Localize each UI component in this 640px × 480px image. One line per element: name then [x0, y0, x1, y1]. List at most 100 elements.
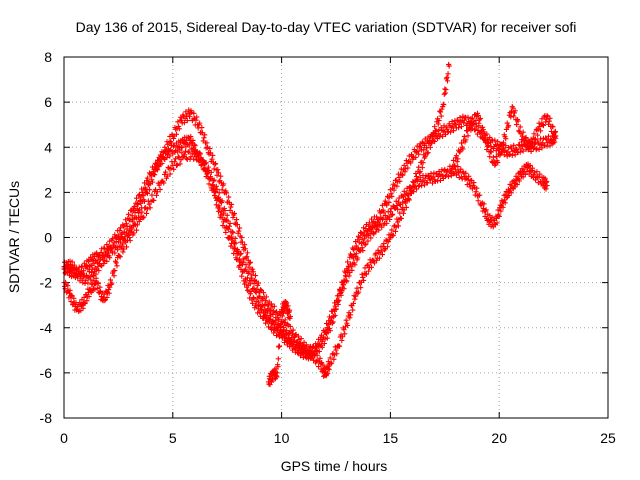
data-point-fill	[85, 280, 91, 286]
data-point-fill	[519, 133, 526, 139]
data-point-fill	[238, 250, 244, 257]
data-point-fill	[463, 170, 469, 176]
data-point-fill	[361, 229, 367, 235]
data-point-fill	[355, 255, 361, 261]
data-point-fill	[366, 268, 372, 274]
data-point-fill	[397, 178, 403, 184]
data-point-fill	[516, 142, 522, 148]
data-point-fill	[306, 354, 312, 360]
data-point-fill	[516, 142, 523, 148]
data-point-fill	[67, 287, 73, 293]
data-point-fill	[160, 154, 166, 160]
data-point-fill	[65, 283, 71, 289]
data-point-fill	[493, 215, 500, 222]
data-point-fill	[503, 136, 509, 142]
data-point-fill	[69, 259, 75, 265]
data-point-fill	[252, 272, 259, 279]
data-point-fill	[271, 330, 277, 336]
data-point-fill	[361, 236, 367, 242]
data-points	[61, 61, 559, 388]
data-point-fill	[286, 332, 292, 338]
data-point-fill	[471, 121, 477, 127]
data-point-fill	[386, 199, 392, 206]
data-point-fill	[265, 307, 271, 313]
data-point-fill	[80, 305, 86, 311]
data-point-fill	[190, 137, 196, 144]
x-tick-label: 0	[60, 430, 68, 446]
data-point-fill	[128, 229, 134, 235]
data-point-fill	[525, 138, 531, 144]
data-point-fill	[454, 159, 460, 165]
data-point-fill	[550, 124, 556, 130]
data-point-fill	[466, 181, 473, 187]
data-point-fill	[172, 156, 179, 162]
data-point-fill	[302, 346, 309, 352]
data-point-fill	[458, 124, 465, 130]
data-point-fill	[212, 189, 219, 195]
data-point-fill	[281, 319, 288, 326]
data-point-fill	[376, 255, 383, 261]
data-point-fill	[201, 135, 207, 141]
data-point	[553, 135, 559, 141]
x-tick-label: 25	[600, 430, 616, 446]
data-point-fill	[465, 133, 471, 139]
data-point-fill	[418, 183, 425, 189]
data-point-fill	[177, 161, 183, 167]
data-point-fill	[417, 174, 423, 180]
data-point-fill	[339, 337, 345, 344]
data-point	[287, 313, 293, 320]
data-point-fill	[268, 313, 274, 319]
data-point	[274, 370, 280, 376]
data-point	[239, 239, 246, 245]
y-tick-label: -8	[40, 410, 53, 426]
data-point-fill	[140, 215, 146, 221]
data-point-fill	[206, 181, 212, 187]
data-point-fill	[284, 321, 291, 327]
data-point-fill	[289, 341, 296, 347]
data-point-fill	[508, 109, 515, 115]
data-point-fill	[514, 121, 520, 128]
data-point-fill	[247, 291, 254, 297]
data-point-fill	[473, 117, 479, 124]
data-point-fill	[236, 262, 243, 269]
data-point-fill	[536, 146, 542, 153]
data-point-fill	[268, 301, 275, 307]
data-point-fill	[416, 151, 422, 157]
data-point-fill	[429, 180, 436, 186]
data-point-fill	[442, 166, 448, 173]
data-point-fill	[386, 214, 392, 220]
data-point-fill	[275, 364, 281, 370]
data-point-fill	[395, 219, 401, 225]
data-point	[226, 223, 232, 229]
data-point-fill	[552, 129, 558, 135]
data-point-fill	[262, 303, 268, 309]
data-point-fill	[384, 202, 390, 208]
data-point-fill	[83, 263, 89, 269]
y-tick-label: -6	[40, 365, 53, 381]
data-point-fill	[350, 300, 357, 307]
data-point-fill	[213, 183, 219, 189]
data-point-fill	[193, 117, 199, 123]
data-point-fill	[381, 240, 387, 247]
data-point-fill	[146, 201, 152, 207]
data-point-fill	[157, 161, 164, 167]
data-point-fill	[99, 254, 106, 261]
data-point-fill	[476, 120, 482, 126]
data-point-fill	[220, 211, 227, 217]
data-point-fill	[181, 152, 188, 158]
data-point-fill	[336, 297, 342, 303]
data-point	[144, 189, 150, 195]
data-point-fill	[146, 187, 153, 193]
data-point-fill	[523, 134, 529, 141]
data-point-fill	[214, 186, 220, 192]
data-point-fill	[421, 178, 427, 184]
data-point	[313, 345, 320, 351]
data-point-fill	[438, 125, 444, 131]
data-point-fill	[295, 349, 301, 355]
data-point-fill	[457, 114, 463, 121]
data-point-fill	[290, 327, 296, 333]
data-point-fill	[540, 121, 546, 128]
data-point-fill	[436, 168, 442, 175]
data-point-fill	[445, 71, 451, 77]
data-point-fill	[131, 230, 137, 236]
